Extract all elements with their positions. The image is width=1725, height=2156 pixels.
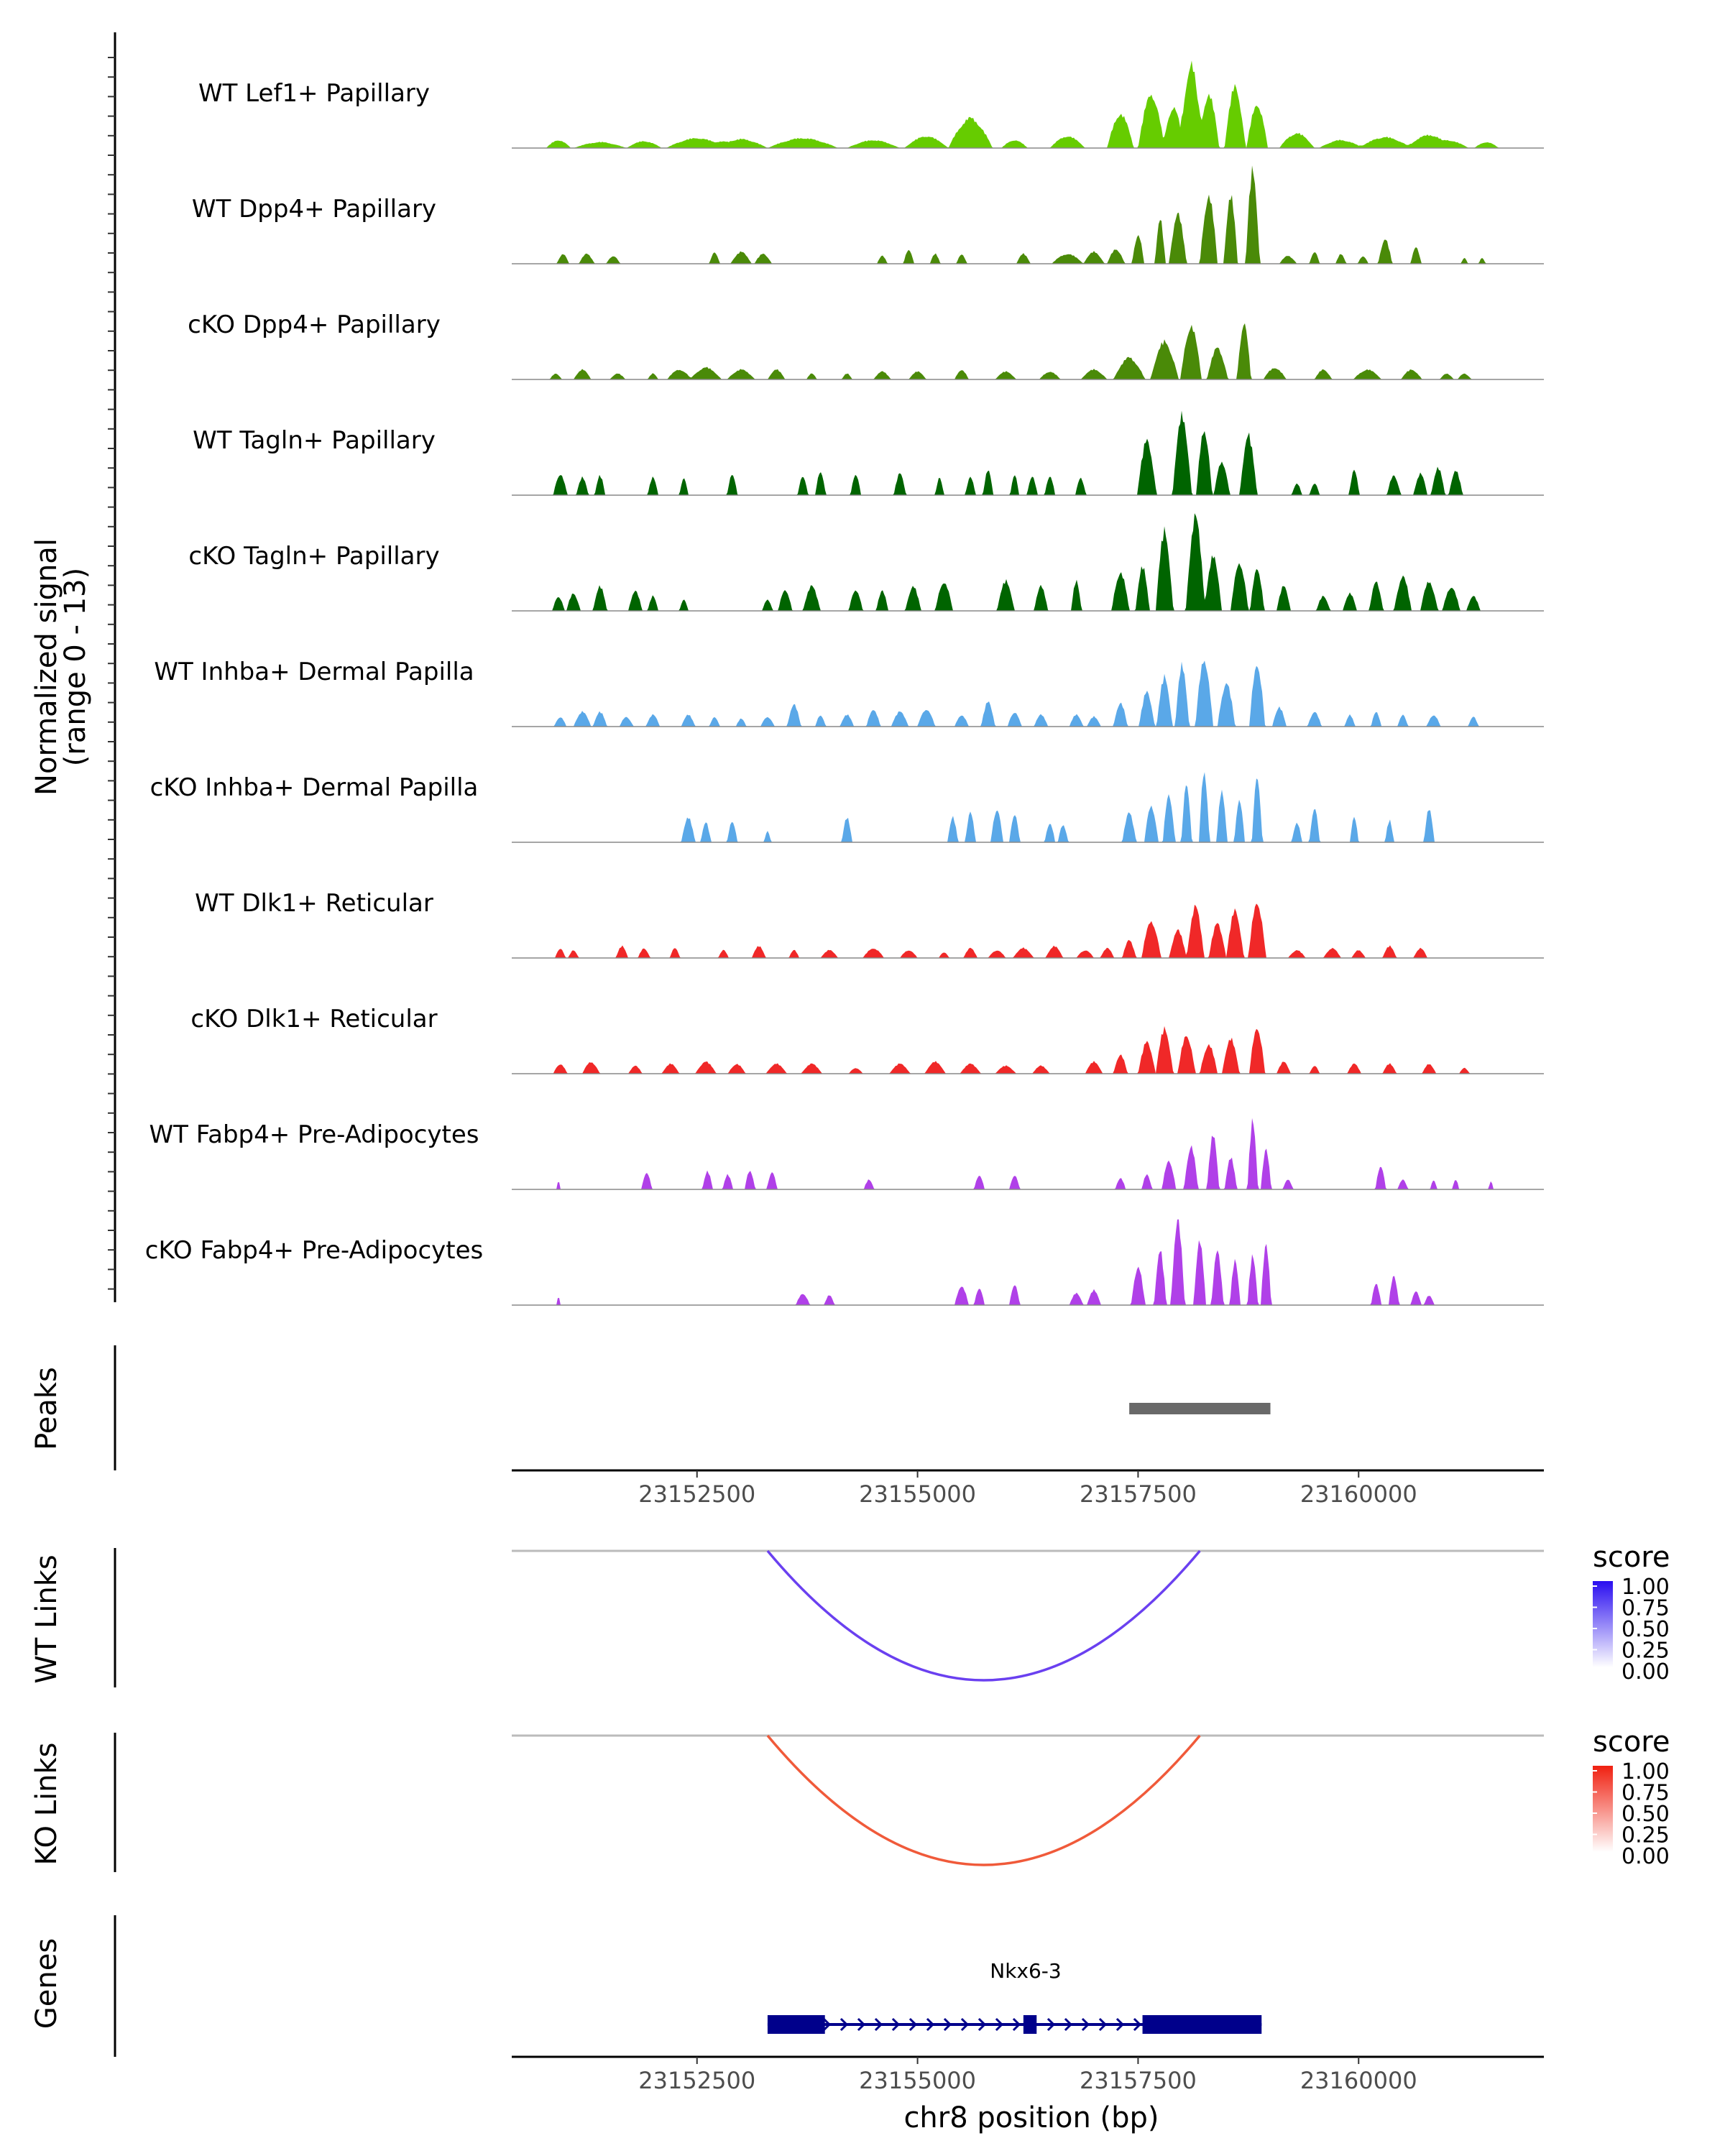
peaks-panel: Peaks	[30, 1345, 1271, 1470]
x-axis-tick-label: 23157500	[1080, 2067, 1197, 2094]
coverage-area	[512, 165, 1544, 264]
track-label: cKO Tagln+ Papillary	[188, 542, 439, 571]
coverage-area	[512, 660, 1544, 727]
coverage-area	[512, 1219, 1544, 1305]
x-axis-tick-label: 23152500	[638, 2067, 755, 2094]
genes-label: Genes	[30, 1938, 63, 2029]
strand-chevron	[926, 2017, 935, 2032]
legend-colorbar	[1593, 1766, 1613, 1852]
strand-chevron	[1098, 2017, 1108, 2032]
track-label: cKO Fabp4+ Pre-Adipocytes	[145, 1236, 484, 1265]
legend-tick-label: 0.25	[1622, 1639, 1670, 1664]
coverage-area	[512, 1026, 1544, 1074]
x-axis-top: 23152500 23155000 23157500 23160000	[512, 1469, 1544, 1508]
links-label: KO Links	[30, 1743, 63, 1866]
legend-tick-label: 0.00	[1622, 1659, 1670, 1685]
signal-axis-range: (range 0 - 13)	[59, 568, 92, 766]
track-label: WT Dpp4+ Papillary	[192, 195, 436, 224]
link-arc	[766, 1734, 1201, 1866]
track-label: WT Lef1+ Papillary	[198, 79, 430, 108]
coverage-area	[512, 60, 1544, 148]
legend-tick-label: 0.00	[1622, 1844, 1670, 1869]
coverage-area	[512, 903, 1544, 958]
coverage-area	[512, 513, 1544, 611]
strand-chevron	[822, 2017, 832, 2032]
strand-chevron	[1064, 2017, 1073, 2032]
strand-chevron	[1116, 2017, 1125, 2032]
track-label: WT Fabp4+ Pre-Adipocytes	[150, 1120, 479, 1149]
strand-chevron	[874, 2017, 883, 2032]
legend-tick-label: 0.50	[1622, 1802, 1670, 1827]
strand-chevron	[1133, 2017, 1142, 2032]
legend-tick-label: 0.25	[1622, 1823, 1670, 1848]
strand-chevron	[891, 2017, 901, 2032]
strand-chevron	[857, 2017, 866, 2032]
gene-name: Nkx6-3	[990, 1959, 1061, 1983]
legend-tick-label: 0.75	[1622, 1596, 1670, 1621]
coverage-area	[512, 772, 1544, 842]
track-label: WT Inhba+ Dermal Papilla	[154, 658, 474, 686]
x-axis-bottom: 23152500 23155000 23157500 23160000	[512, 2055, 1544, 2094]
signal-panel: Normalized signal(range 0 - 13) WT Lef1+ …	[30, 32, 1544, 1306]
strand-chevron	[840, 2017, 849, 2032]
legend-tick-label: 0.50	[1622, 1617, 1670, 1642]
legend-title: score	[1593, 1541, 1670, 1574]
strand-chevron	[908, 2017, 918, 2032]
link-arc	[766, 1549, 1201, 1682]
track-label: WT Tagln+ Papillary	[193, 426, 436, 455]
x-axis-tick-label: 23155000	[859, 2067, 976, 2094]
track-label: cKO Inhba+ Dermal Papilla	[150, 773, 479, 802]
legend-tick-label: 1.00	[1622, 1575, 1670, 1600]
strand-chevron	[978, 2017, 987, 2032]
coverage-area	[512, 410, 1544, 495]
legend-tick-label: 0.75	[1622, 1781, 1670, 1806]
peaks-label: Peaks	[30, 1367, 63, 1450]
strand-chevron	[995, 2017, 1004, 2032]
genes-panel: Genes Nkx6-3	[30, 1915, 1262, 2057]
x-axis-tick-label: 23155000	[859, 1480, 976, 1508]
track-label: WT Dlk1+ Reticular	[195, 889, 433, 918]
legend-tick-label: 1.00	[1622, 1759, 1670, 1784]
gene-exon	[1023, 2015, 1037, 2034]
gene-exon	[1142, 2015, 1262, 2034]
strand-chevron	[1081, 2017, 1090, 2032]
strand-chevron	[1012, 2017, 1021, 2032]
x-axis-tick-label: 23160000	[1300, 1480, 1417, 1508]
links-label: WT Links	[30, 1554, 63, 1683]
strand-chevron	[943, 2017, 952, 2032]
gene-exon	[767, 2015, 825, 2034]
signal-axis-label: Normalized signal	[30, 538, 63, 796]
strand-chevron	[1046, 2017, 1056, 2032]
coverage-area	[512, 1118, 1544, 1189]
legend-title: score	[1593, 1726, 1670, 1759]
legend-colorbar	[1593, 1581, 1613, 1667]
coverage-area	[512, 323, 1544, 379]
x-axis-tick-label: 23160000	[1300, 2067, 1417, 2094]
track-label: cKO Dpp4+ Papillary	[188, 310, 441, 339]
peak-bar	[1129, 1403, 1271, 1414]
x-axis-tick-label: 23157500	[1080, 1480, 1197, 1508]
strand-chevron	[960, 2017, 970, 2032]
x-axis-title: chr8 position (bp)	[903, 2101, 1159, 2134]
track-label: cKO Dlk1+ Reticular	[190, 1005, 437, 1033]
x-axis-tick-label: 23152500	[638, 1480, 755, 1508]
